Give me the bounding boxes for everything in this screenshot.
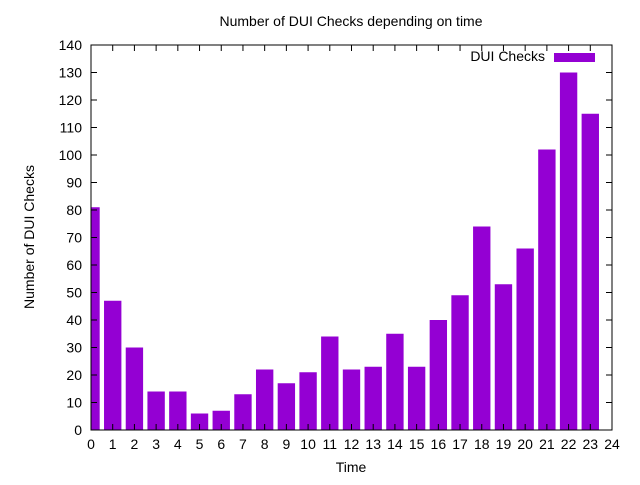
x-tick-label: 8 <box>261 436 269 452</box>
y-tick-label: 40 <box>66 312 82 328</box>
bar <box>407 366 426 430</box>
x-tick-label: 6 <box>217 436 225 452</box>
bar <box>473 226 491 430</box>
legend: DUI Checks <box>470 48 595 64</box>
bar <box>581 113 599 430</box>
y-tick-label: 0 <box>74 422 82 438</box>
bar <box>104 300 122 430</box>
x-tick-label: 24 <box>604 436 620 452</box>
bar <box>321 336 339 430</box>
bar <box>538 149 556 430</box>
bar <box>190 413 209 430</box>
x-tick-label: 9 <box>282 436 290 452</box>
x-tick-label: 3 <box>152 436 160 452</box>
x-tick-label: 11 <box>323 436 338 452</box>
chart-title: Number of DUI Checks depending on time <box>219 13 482 29</box>
y-tick-label: 140 <box>59 37 83 53</box>
x-tick-label: 22 <box>561 436 577 452</box>
plot-border <box>90 44 613 431</box>
x-tick-label: 14 <box>387 436 403 452</box>
bar <box>494 284 513 430</box>
y-axis-label: Number of DUI Checks <box>21 165 37 309</box>
y-tick-label: 130 <box>59 65 83 81</box>
y-tick-label: 50 <box>66 285 82 301</box>
x-tick-label: 23 <box>583 436 599 452</box>
bar <box>386 333 404 430</box>
bar <box>429 320 448 430</box>
x-tick-label: 7 <box>239 436 247 452</box>
bar <box>255 369 274 430</box>
bar <box>125 347 144 430</box>
bar <box>559 72 578 430</box>
bar <box>342 369 361 430</box>
x-tick-label: 15 <box>409 436 425 452</box>
x-tick-label: 5 <box>196 436 204 452</box>
x-axis-label: Time <box>336 459 367 475</box>
x-tick-label: 10 <box>300 436 316 452</box>
x-tick-label: 2 <box>131 436 139 452</box>
bar <box>364 366 382 430</box>
y-tick-label: 120 <box>59 92 83 108</box>
x-tick-label: 4 <box>174 436 182 452</box>
y-tick-label: 10 <box>66 395 82 411</box>
bar <box>147 391 165 430</box>
x-tick-label: 18 <box>474 436 490 452</box>
bar <box>451 295 469 430</box>
y-tick-label: 100 <box>59 147 83 163</box>
y-tick-label: 110 <box>60 120 83 136</box>
y-tick-label: 60 <box>66 257 82 273</box>
bar <box>212 410 230 430</box>
bar <box>299 372 317 430</box>
bar <box>234 394 252 430</box>
bar <box>277 383 296 430</box>
y-tick-label: 90 <box>66 175 82 191</box>
x-tick-label: 13 <box>365 436 381 452</box>
x-tick-label: 16 <box>431 436 447 452</box>
x-tick-label: 21 <box>539 436 555 452</box>
x-tick-label: 0 <box>87 436 95 452</box>
x-tick-label: 19 <box>496 436 512 452</box>
y-tick-label: 30 <box>66 340 82 356</box>
y-tick-label: 80 <box>66 202 82 218</box>
bar <box>169 391 187 430</box>
x-tick-label: 20 <box>517 436 533 452</box>
y-tick-label: 70 <box>66 230 82 246</box>
legend-label: DUI Checks <box>470 48 545 64</box>
x-tick-label: 17 <box>452 436 468 452</box>
bar <box>516 248 534 430</box>
bar <box>91 207 100 430</box>
x-tick-label: 12 <box>344 436 360 452</box>
x-tick-label: 1 <box>109 436 117 452</box>
legend-swatch <box>554 53 595 62</box>
y-tick-label: 20 <box>66 367 82 383</box>
